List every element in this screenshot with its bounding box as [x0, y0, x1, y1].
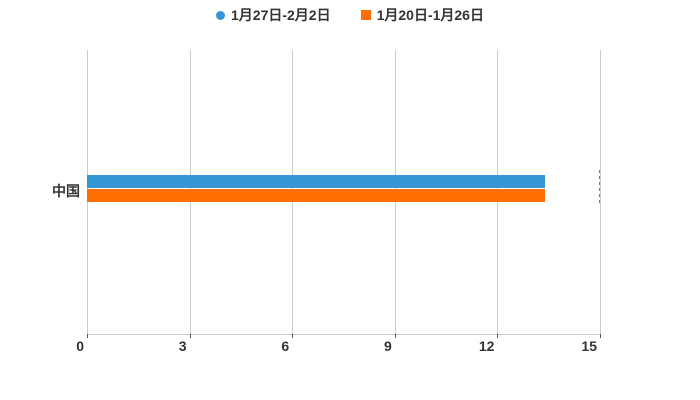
gridline [600, 50, 601, 334]
x-tick-label: 0 [76, 338, 84, 354]
legend: 1月27日-2月2日 1月20日-1月26日 [0, 5, 700, 25]
legend-square-marker-icon [360, 10, 371, 20]
legend-item-week1[interactable]: 1月20日-1月26日 [360, 5, 484, 25]
bar-series-0[interactable] [87, 175, 546, 188]
x-tick-label: 6 [281, 338, 290, 354]
dashed-axis-segment [599, 170, 600, 203]
axis-tick [87, 334, 88, 338]
legend-label: 1月20日-1月26日 [376, 7, 484, 23]
legend-circle-marker-icon [216, 10, 225, 20]
axis-tick [600, 334, 601, 338]
legend-item-week2[interactable]: 1月27日-2月2日 [216, 5, 331, 25]
axis-tick [189, 334, 191, 338]
x-tick-label: 12 [478, 338, 495, 354]
axis-tick [292, 334, 294, 338]
x-tick-label: 9 [384, 338, 392, 354]
axis-tick [394, 334, 396, 338]
x-tick-label: 15 [581, 338, 597, 354]
x-tick-label: 3 [178, 338, 187, 354]
y-axis-category-label: 中国 [52, 183, 80, 199]
axis-tick [497, 334, 499, 338]
legend-label: 1月27日-2月2日 [231, 7, 331, 23]
bar-series-1[interactable] [87, 189, 546, 202]
plot-area [87, 50, 601, 338]
